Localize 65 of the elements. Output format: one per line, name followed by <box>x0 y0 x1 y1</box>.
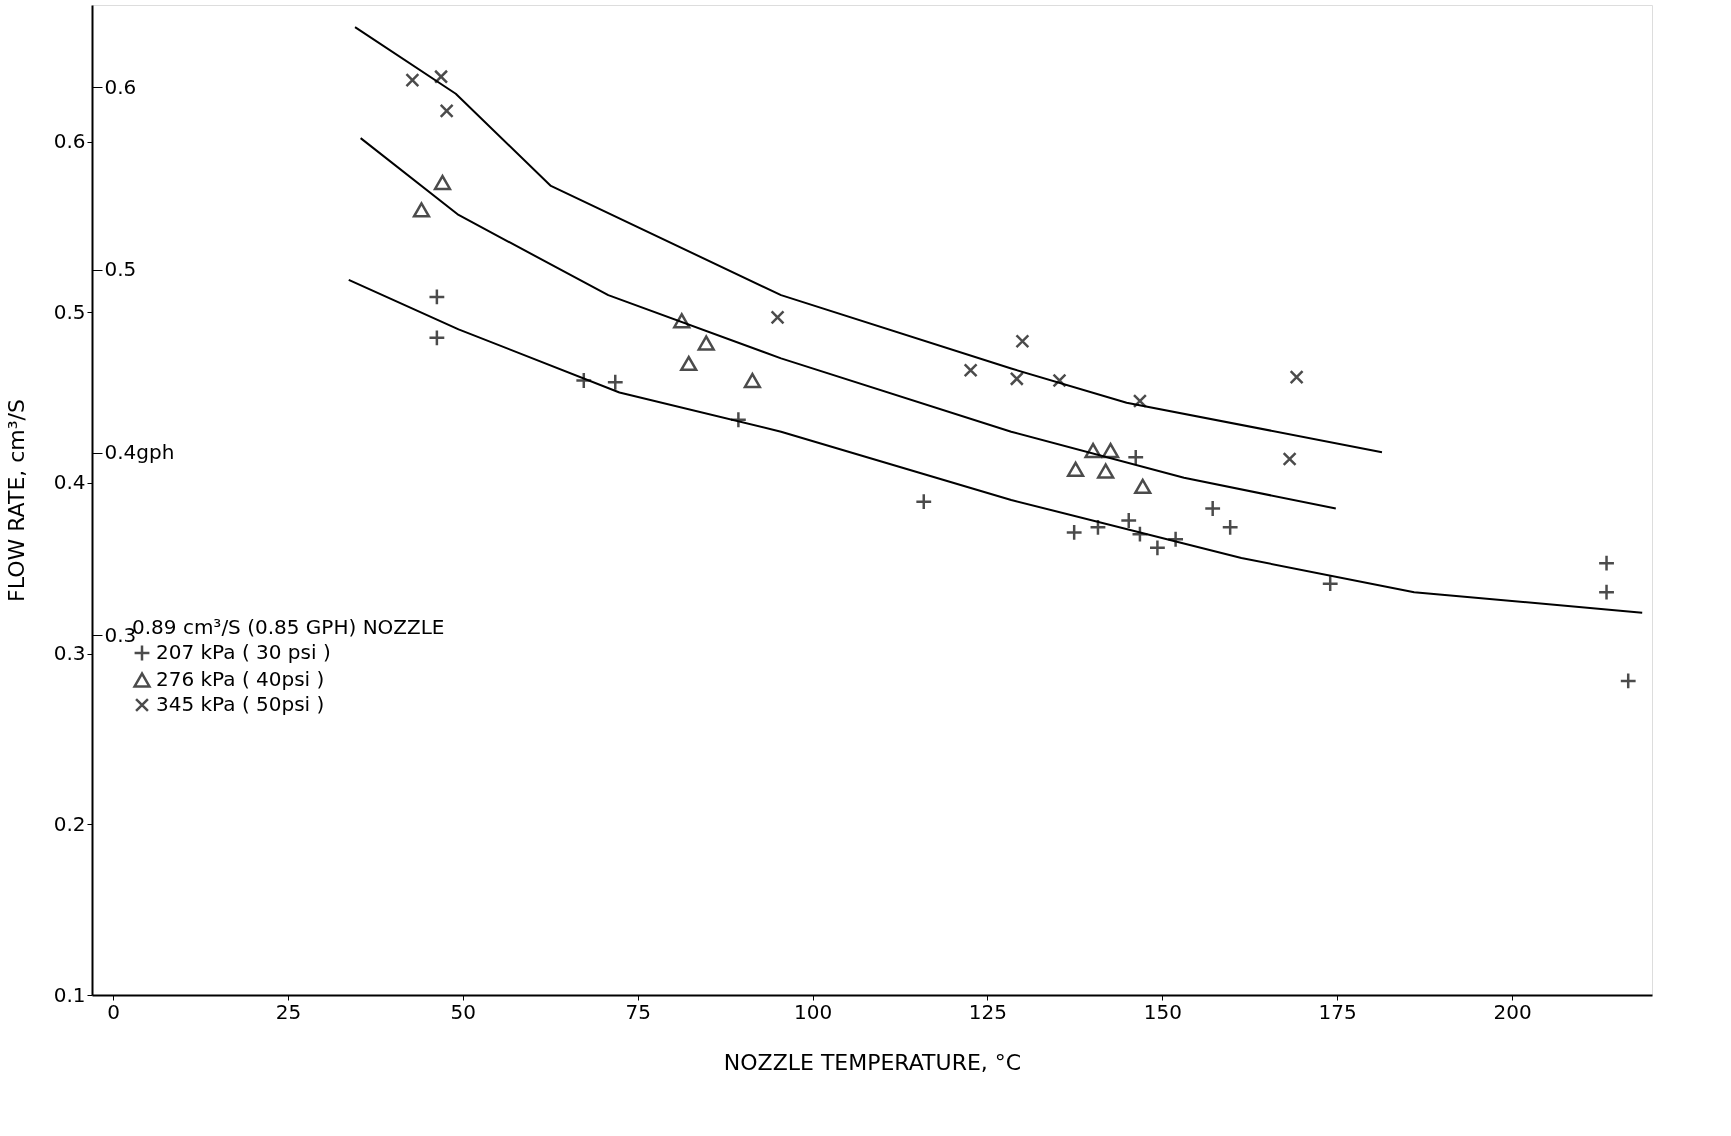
point <box>1084 442 1102 459</box>
point <box>1120 511 1138 530</box>
x-tick-label: 0 <box>107 999 120 1024</box>
point <box>915 493 933 511</box>
point <box>433 174 452 191</box>
point <box>1052 373 1067 388</box>
point <box>1204 499 1222 518</box>
y-axis-title: FLOW RATE, cm³/S <box>3 399 29 602</box>
x-axis-title: NOZZLE TEMPERATURE, °C <box>723 1049 1022 1075</box>
point <box>1096 463 1115 479</box>
point <box>770 310 785 325</box>
point <box>680 355 698 372</box>
legend-label: 276 kPa ( 40psi ) <box>156 667 325 691</box>
y2-tick-label: 0.5 <box>104 257 137 282</box>
point <box>405 72 420 88</box>
point <box>1148 539 1167 557</box>
point <box>697 335 715 351</box>
point <box>743 372 762 389</box>
point <box>1321 574 1339 593</box>
y-tick-label: 0.1 <box>53 982 86 1007</box>
x-tick-label: 125 <box>968 999 1008 1024</box>
point <box>1597 583 1616 601</box>
point <box>1127 448 1145 466</box>
x-tick-label: 150 <box>1143 999 1182 1024</box>
point <box>1015 334 1030 349</box>
y-tick-label: 0.3 <box>53 641 86 666</box>
line-series <box>359 137 1337 510</box>
point <box>673 313 691 329</box>
line-series <box>347 278 1644 614</box>
point <box>1134 478 1152 495</box>
point <box>1289 369 1304 385</box>
point <box>428 288 446 306</box>
line-series <box>354 26 1383 454</box>
x-tick-label: 25 <box>275 999 302 1024</box>
y-tick-label: 0.5 <box>53 299 86 324</box>
point <box>1282 451 1297 467</box>
point <box>1597 554 1616 572</box>
point <box>963 363 978 378</box>
point <box>1166 530 1185 548</box>
x-tick-label: 50 <box>450 999 476 1024</box>
point <box>412 202 431 218</box>
x-tick-label: 200 <box>1493 999 1532 1024</box>
point <box>606 373 624 391</box>
point <box>1009 371 1024 386</box>
point <box>439 103 454 119</box>
y2-tick-label: 0.6 <box>104 74 137 99</box>
point <box>1065 523 1083 542</box>
y-tick-label: 0.4 <box>53 470 86 495</box>
point <box>1132 393 1148 409</box>
legend-label: 207 kPa ( 30 psi ) <box>156 640 331 664</box>
point <box>1101 442 1120 459</box>
y-tick-label: 0.6 <box>53 129 86 154</box>
point <box>433 69 449 84</box>
legend-label: 345 kPa ( 50psi ) <box>156 692 325 716</box>
point <box>575 371 593 390</box>
point <box>1221 518 1239 536</box>
point <box>1089 518 1107 536</box>
y2-tick-label: 0.4gph <box>104 440 175 465</box>
x-tick-label: 175 <box>1318 999 1357 1024</box>
point <box>428 329 446 347</box>
point <box>1619 672 1637 690</box>
y-tick-label: 0.2 <box>53 811 86 836</box>
point <box>1066 461 1085 477</box>
x-tick-label: 75 <box>625 999 651 1024</box>
x-tick-label: 100 <box>793 999 833 1024</box>
